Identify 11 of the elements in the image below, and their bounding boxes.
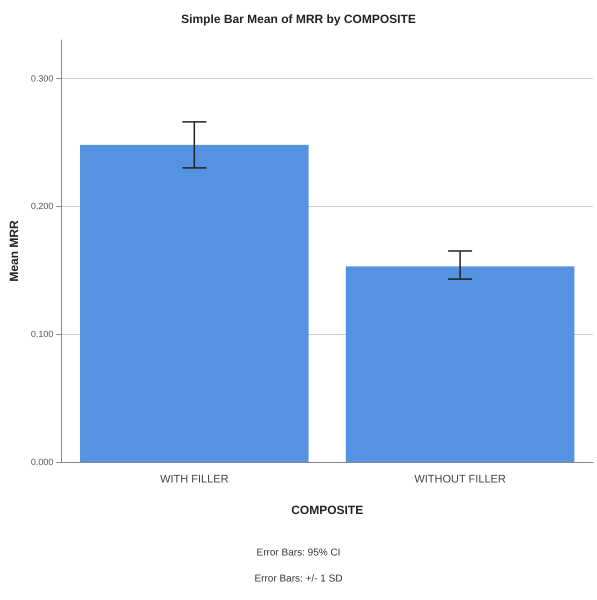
y-tick-label: 0.300 <box>30 73 54 84</box>
x-tick-label: WITHOUT FILLER <box>414 474 506 486</box>
chart-title: Simple Bar Mean of MRR by COMPOSITE <box>181 12 416 26</box>
text: Error Bars: +/- 1 SD <box>254 574 343 584</box>
x-tick-label: WITH FILLER <box>160 474 229 486</box>
y-tick-label: 0.000 <box>30 457 54 467</box>
y-axis-title: Mean MRR <box>7 220 21 282</box>
y-tick-label: 0.100 <box>30 329 54 340</box>
text: Error Bars: 95% CI <box>256 548 340 558</box>
x-axis-title: COMPOSITE <box>291 503 364 517</box>
y-tick-label: 0.200 <box>30 201 54 212</box>
